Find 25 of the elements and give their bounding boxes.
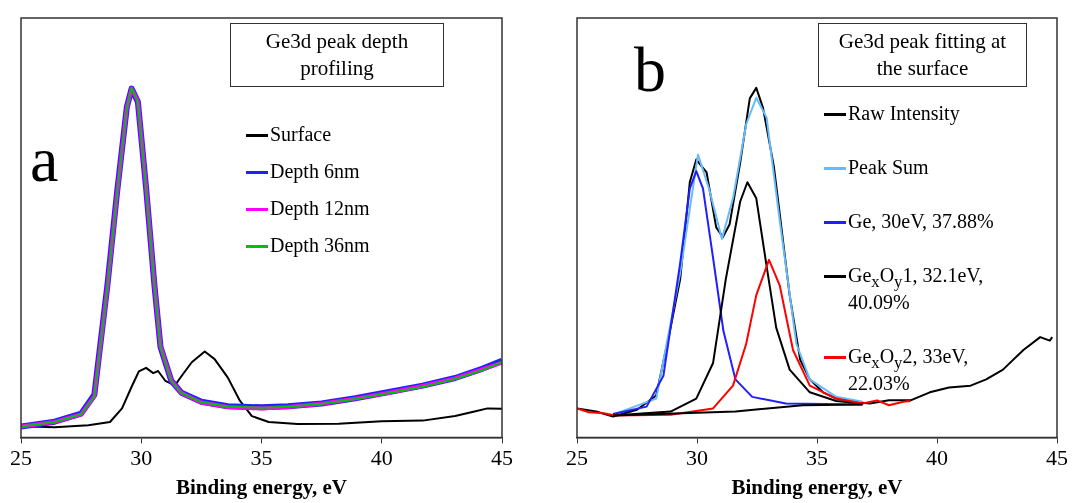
legend-label: Raw Intensity: [848, 102, 961, 124]
x-axis-title: Binding energy, eV: [731, 474, 903, 499]
legend-label: Ge, 30eV, 37.88%: [848, 210, 995, 232]
x-tick-label: 40: [370, 445, 393, 471]
legend-label: Peak Sum: [848, 156, 930, 178]
chart-title: Ge3d peak fitting at the surface: [818, 23, 1027, 87]
legend-label: Depth 6nm: [270, 160, 361, 182]
legend-label: Depth 12nm: [270, 197, 371, 219]
x-tick-label: 30: [686, 445, 708, 471]
annotation: a: [30, 124, 59, 195]
legend-label: Ge$_{x}$O$_{y}$1, 32.1eV, 40.09%: [848, 264, 985, 313]
x-axis-title: Binding energy, eV: [176, 474, 347, 499]
x-tick-label: 25: [10, 445, 32, 471]
x-tick-label: 25: [566, 445, 588, 471]
legend-label: Ge$_{x}$O$_{y}$2, 33eV, 22.03%: [848, 345, 970, 394]
annotation: b: [634, 34, 666, 105]
x-tick-label: 30: [130, 445, 153, 471]
x-tick-label: 45: [1046, 445, 1068, 471]
legend-label: Surface: [270, 123, 333, 145]
x-tick-label: 35: [806, 445, 828, 471]
x-tick-label: 45: [491, 445, 513, 471]
chart-title: Ge3d peak depth profiling: [230, 23, 444, 87]
x-tick-label: 40: [926, 445, 948, 471]
x-tick-label: 35: [250, 445, 273, 471]
legend-label: Depth 36nm: [270, 234, 371, 256]
